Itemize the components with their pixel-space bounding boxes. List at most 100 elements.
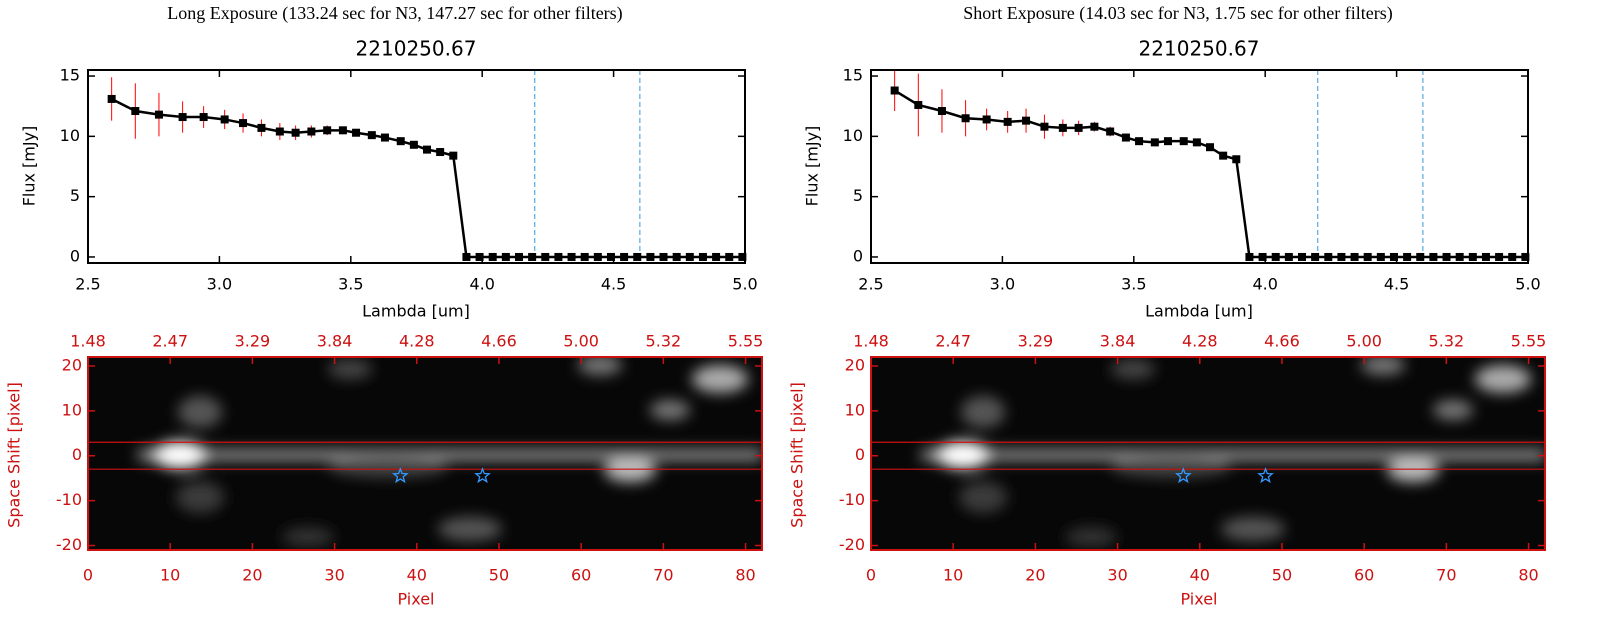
- data-point: [107, 94, 116, 103]
- data-point: [698, 252, 707, 261]
- y-tick-label: 0: [855, 445, 865, 464]
- x2-tick-label: 3.29: [235, 332, 271, 351]
- x-tick-label: 3.0: [207, 275, 232, 294]
- x-tick-label: 0: [866, 566, 876, 585]
- x-tick-label: 60: [571, 566, 591, 585]
- star-marker: [1257, 467, 1274, 484]
- y-axis-label: Space Shift [pixel]: [5, 382, 24, 528]
- x-tick-label: 5.0: [1515, 275, 1540, 294]
- data-point: [380, 133, 389, 142]
- data-point: [1258, 252, 1267, 261]
- x2-tick-label: 5.32: [646, 332, 682, 351]
- y-tick-label: -20: [56, 535, 82, 554]
- data-point: [323, 126, 332, 135]
- data-point: [541, 252, 550, 261]
- data-point: [1135, 137, 1144, 146]
- data-point: [672, 252, 681, 261]
- data-point: [1468, 252, 1477, 261]
- data-point: [1403, 252, 1412, 261]
- x-tick-label: 20: [242, 566, 262, 585]
- data-point: [1232, 155, 1241, 164]
- data-point: [1206, 143, 1215, 152]
- x2-tick-label: 5.00: [563, 332, 599, 351]
- x2-tick-label: 1.48: [70, 332, 106, 351]
- data-point: [1106, 127, 1115, 136]
- data-point: [1179, 137, 1188, 146]
- data-point: [1495, 252, 1504, 261]
- data-point: [580, 252, 589, 261]
- image-frame: [87, 356, 763, 551]
- data-point: [1271, 252, 1280, 261]
- data-point: [685, 252, 694, 261]
- x-tick-label: 3.5: [338, 275, 363, 294]
- y-tick-label: 0: [70, 246, 80, 265]
- x2-tick-label: 4.66: [1264, 332, 1300, 351]
- x-tick-label: 70: [653, 566, 673, 585]
- data-point: [659, 252, 668, 261]
- x-tick-label: 4.5: [601, 275, 626, 294]
- y-axis-label: Flux [mJy]: [803, 126, 822, 207]
- data-point: [1389, 252, 1398, 261]
- data-point: [1337, 252, 1346, 261]
- x2-tick-label: 3.84: [1100, 332, 1136, 351]
- x2-tick-label: 4.28: [399, 332, 435, 351]
- data-point: [1521, 252, 1530, 261]
- data-point: [712, 252, 721, 261]
- data-point: [178, 113, 187, 122]
- data-point: [239, 119, 248, 128]
- data-point: [914, 100, 923, 109]
- x2-tick-label: 4.28: [1182, 332, 1218, 351]
- data-point: [396, 137, 405, 146]
- y-tick-label: 20: [62, 355, 82, 374]
- data-point: [725, 252, 734, 261]
- y-tick-label: 10: [60, 126, 80, 145]
- y-tick-label: 10: [845, 400, 865, 419]
- data-point: [738, 252, 747, 261]
- x-tick-label: 20: [1025, 566, 1045, 585]
- plot-frame: [870, 69, 1529, 264]
- data-point: [131, 107, 140, 116]
- data-point: [528, 252, 537, 261]
- data-point: [1324, 252, 1333, 261]
- data-point: [475, 252, 484, 261]
- data-point: [1245, 252, 1254, 261]
- y-tick-label: 5: [853, 186, 863, 205]
- data-point: [1363, 252, 1372, 261]
- x2-tick-label: 2.47: [935, 332, 971, 351]
- x-tick-label: 5.0: [732, 275, 757, 294]
- x-tick-label: 80: [735, 566, 755, 585]
- y-tick-label: 0: [72, 445, 82, 464]
- data-point: [620, 252, 629, 261]
- data-point: [409, 140, 418, 149]
- y-tick-label: -10: [56, 490, 82, 509]
- data-point: [1442, 252, 1451, 261]
- x-tick-label: 40: [407, 566, 427, 585]
- data-point: [352, 128, 361, 137]
- x-tick-label: 10: [160, 566, 180, 585]
- x2-tick-label: 2.47: [152, 332, 188, 351]
- y-tick-label: 10: [62, 400, 82, 419]
- star-marker: [1175, 467, 1192, 484]
- x-tick-label: 60: [1354, 566, 1374, 585]
- x2-tick-label: 5.55: [728, 332, 764, 351]
- data-point: [307, 127, 316, 136]
- data-point: [1192, 138, 1201, 147]
- data-point: [1284, 252, 1293, 261]
- x2-tick-label: 5.32: [1429, 332, 1465, 351]
- data-point: [554, 252, 563, 261]
- data-point: [1090, 122, 1099, 131]
- data-point: [423, 145, 432, 154]
- spectral-image: [88, 355, 762, 550]
- data-point: [514, 252, 523, 261]
- x-tick-label: 40: [1190, 566, 1210, 585]
- data-point: [1074, 123, 1083, 132]
- y-tick-label: 5: [70, 186, 80, 205]
- star-marker: [392, 467, 409, 484]
- star-marker: [474, 467, 491, 484]
- data-point: [154, 110, 163, 119]
- x-tick-label: 3.5: [1121, 275, 1146, 294]
- x-tick-label: 30: [324, 566, 344, 585]
- data-point: [606, 252, 615, 261]
- y-tick-label: -20: [839, 535, 865, 554]
- x-tick-label: 4.5: [1384, 275, 1409, 294]
